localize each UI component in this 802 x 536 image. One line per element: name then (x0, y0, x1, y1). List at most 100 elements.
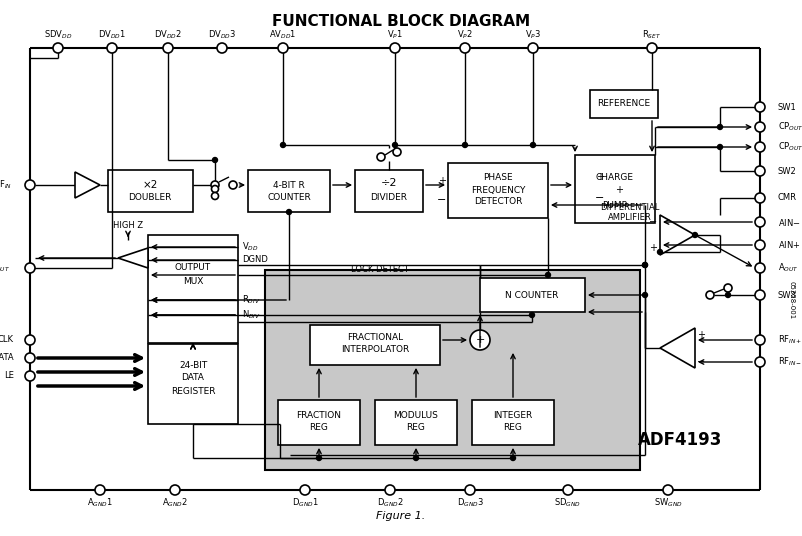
Circle shape (755, 290, 765, 300)
Circle shape (755, 357, 765, 367)
Circle shape (25, 263, 35, 273)
Circle shape (281, 143, 286, 147)
Text: 24-BIT: 24-BIT (179, 361, 207, 369)
Circle shape (463, 143, 468, 147)
Circle shape (377, 153, 385, 161)
Circle shape (726, 293, 731, 297)
Text: +: + (649, 243, 657, 253)
Text: ADF4193: ADF4193 (638, 431, 722, 449)
Circle shape (642, 293, 647, 297)
Text: MUX$_{OUT}$: MUX$_{OUT}$ (0, 262, 10, 274)
Circle shape (755, 240, 765, 250)
Text: CMR: CMR (778, 193, 797, 203)
Text: DGND: DGND (242, 256, 268, 264)
Circle shape (663, 485, 673, 495)
Polygon shape (75, 172, 100, 198)
Text: REGISTER: REGISTER (171, 386, 215, 396)
Text: A$_{GND}$2: A$_{GND}$2 (162, 497, 188, 509)
Circle shape (25, 353, 35, 363)
Circle shape (217, 43, 227, 53)
Circle shape (755, 335, 765, 345)
Circle shape (300, 485, 310, 495)
Text: +: + (615, 185, 623, 195)
Text: DETECTOR: DETECTOR (474, 197, 522, 206)
Circle shape (211, 181, 219, 189)
Text: AMPLIFIER: AMPLIFIER (608, 213, 652, 222)
Text: SDV$_{DD}$: SDV$_{DD}$ (44, 29, 72, 41)
Text: PUMP: PUMP (602, 200, 627, 210)
Text: COUNTER: COUNTER (267, 192, 311, 202)
Text: RF$_{IN+}$: RF$_{IN+}$ (778, 334, 802, 346)
Text: FRACTION: FRACTION (297, 411, 342, 420)
Circle shape (212, 192, 218, 199)
Text: REFERENCE: REFERENCE (597, 100, 650, 108)
Text: V$_{DD}$: V$_{DD}$ (242, 241, 258, 253)
Circle shape (465, 485, 475, 495)
Text: CP$_{OUT-}$: CP$_{OUT-}$ (778, 141, 802, 153)
Circle shape (545, 272, 550, 278)
Circle shape (170, 485, 180, 495)
Circle shape (642, 263, 647, 267)
Bar (590, 90, 658, 118)
Text: SW$_{GND}$: SW$_{GND}$ (654, 497, 683, 509)
Text: INTERPOLATOR: INTERPOLATOR (341, 346, 409, 354)
Text: REG: REG (310, 423, 329, 433)
Text: REG: REG (504, 423, 522, 433)
Text: FUNCTIONAL BLOCK DIAGRAM: FUNCTIONAL BLOCK DIAGRAM (272, 14, 530, 29)
Circle shape (95, 485, 105, 495)
Circle shape (414, 456, 419, 460)
Text: RF$_{IN-}$: RF$_{IN-}$ (778, 356, 802, 368)
Text: OUTPUT: OUTPUT (175, 264, 211, 272)
Text: FRACTIONAL: FRACTIONAL (347, 333, 403, 343)
Circle shape (692, 233, 698, 237)
Text: −: − (649, 217, 657, 227)
Bar (310, 325, 440, 365)
Text: FREQUENCY: FREQUENCY (471, 185, 525, 195)
Text: DIVIDER: DIVIDER (371, 193, 407, 203)
Circle shape (212, 185, 218, 192)
Text: N COUNTER: N COUNTER (505, 291, 559, 300)
Text: 05328-001: 05328-001 (788, 281, 794, 319)
Text: +: + (596, 172, 604, 182)
Text: V$_{P}$2: V$_{P}$2 (457, 29, 473, 41)
Circle shape (724, 284, 732, 292)
Text: −: − (437, 195, 447, 205)
Circle shape (755, 142, 765, 152)
Text: ÷2: ÷2 (381, 178, 397, 188)
Text: LOCK DETECT: LOCK DETECT (351, 264, 409, 273)
Text: DV$_{DD}$2: DV$_{DD}$2 (154, 29, 182, 41)
Text: −: − (697, 357, 705, 367)
Text: N$_{DIV}$: N$_{DIV}$ (242, 309, 261, 321)
Circle shape (390, 43, 400, 53)
Text: SW2: SW2 (778, 167, 796, 175)
Text: Figure 1.: Figure 1. (376, 511, 426, 521)
Text: SD$_{GND}$: SD$_{GND}$ (554, 497, 581, 509)
Text: −: − (595, 193, 605, 203)
Text: DATA: DATA (0, 354, 14, 362)
Polygon shape (660, 328, 695, 368)
Bar (278, 400, 360, 445)
Text: +: + (438, 176, 446, 186)
Text: HIGH Z: HIGH Z (113, 220, 143, 229)
Circle shape (755, 193, 765, 203)
Circle shape (53, 43, 63, 53)
Circle shape (286, 210, 291, 214)
Text: AV$_{DD}$1: AV$_{DD}$1 (269, 29, 297, 41)
Text: DIFFERENTIAL: DIFFERENTIAL (601, 204, 660, 212)
Text: MUX: MUX (183, 278, 203, 287)
Bar (148, 344, 238, 424)
Circle shape (163, 43, 173, 53)
Text: AIN$+$: AIN$+$ (778, 240, 800, 250)
Text: DV$_{DD}$1: DV$_{DD}$1 (98, 29, 126, 41)
Text: A$_{GND}$1: A$_{GND}$1 (87, 497, 113, 509)
Text: INTEGER: INTEGER (493, 411, 533, 420)
Circle shape (528, 43, 538, 53)
Circle shape (706, 291, 714, 299)
Text: PHASE: PHASE (483, 174, 512, 182)
Circle shape (755, 166, 765, 176)
Text: D$_{GND}$1: D$_{GND}$1 (292, 497, 318, 509)
Text: D$_{GND}$3: D$_{GND}$3 (456, 497, 484, 509)
Text: SW1: SW1 (778, 102, 796, 111)
Polygon shape (660, 215, 695, 255)
Text: CHARGE: CHARGE (596, 174, 634, 182)
